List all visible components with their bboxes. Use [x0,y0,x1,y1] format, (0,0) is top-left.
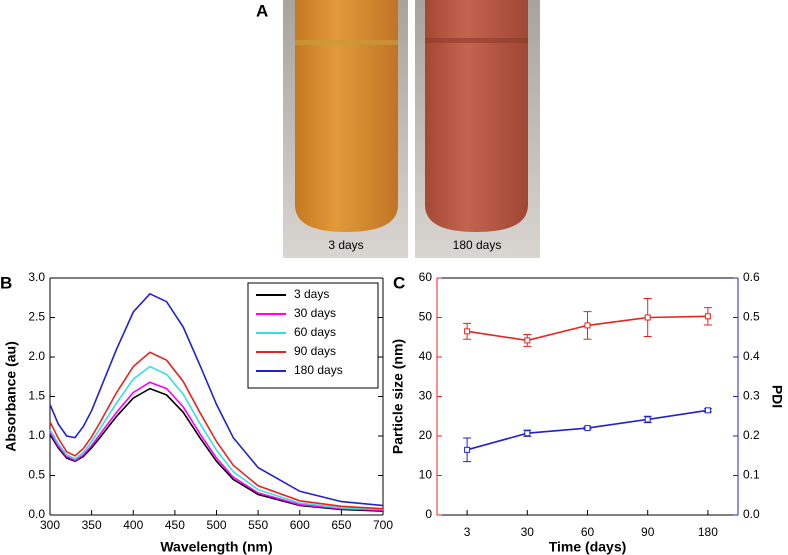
x-tick-label: 300 [40,518,60,532]
y-axis-label: Absorbance (au) [3,341,19,451]
marker [704,407,711,414]
y2-tick-label: 0.1 [743,468,760,482]
y2-tick-label: 0.6 [743,270,760,284]
y2-tick-label: 0.5 [743,310,760,324]
y2-tick-label: 0.0 [743,507,760,521]
x-tick-label: 600 [290,518,310,532]
x-tick-label: 30 [521,525,535,539]
x-tick-label: 650 [331,518,351,532]
x-tick-label: 550 [248,518,268,532]
photo-caption: 3 days [328,238,363,252]
x-tick-label: 3 [464,525,471,539]
y-tick-label: 3.0 [28,270,45,284]
y-tick-label: 2.5 [28,310,45,324]
y-tick-label: 60 [419,270,433,284]
series-line [49,365,384,511]
y-tick-label: 40 [419,349,433,363]
marker [704,313,711,320]
marker [464,446,471,453]
legend-label: 3 days [294,287,329,301]
y2-tick-label: 0.4 [743,349,760,363]
photo-3-days [283,0,408,258]
y-tick-label: 1.0 [28,428,45,442]
x-axis-label: Wavelength (nm) [160,539,272,555]
x-tick-label: 350 [82,518,102,532]
legend-label: 60 days [294,325,336,339]
y2-axis-label: PDI [769,385,785,408]
photo-caption: 180 days [453,238,502,252]
y-tick-label: 10 [419,468,433,482]
series-line [49,292,384,507]
panel-label: C [393,273,405,292]
x-axis-label: Time (days) [549,539,627,555]
marker [644,314,651,321]
series-line [49,351,384,510]
x-tick-label: 180 [698,525,718,539]
x-tick-label: 60 [581,525,595,539]
y-tick-label: 0.5 [28,468,45,482]
x-tick-label: 450 [165,518,185,532]
y-tick-label: 1.5 [28,389,45,403]
marker [524,430,531,437]
y-tick-label: 0.0 [28,507,45,521]
y-tick-label: 50 [419,310,433,324]
series-line [49,381,384,512]
legend-label: 180 days [294,363,343,377]
marker [464,328,471,335]
y-tick-label: 0 [425,507,432,521]
y-axis-label: Particle size (nm) [390,339,406,454]
y-tick-label: 2.0 [28,349,45,363]
marker [524,337,531,344]
x-tick-label: 700 [373,518,393,532]
y-tick-label: 20 [419,428,433,442]
x-tick-label: 400 [123,518,143,532]
y-tick-label: 30 [419,389,433,403]
marker [584,322,591,329]
photo-180-days [415,0,540,258]
panel-label: B [0,273,12,292]
marker [644,416,651,423]
marker [584,425,591,432]
legend-label: 90 days [294,344,336,358]
x-tick-label: 90 [641,525,655,539]
y2-tick-label: 0.2 [743,428,760,442]
y2-tick-label: 0.3 [743,389,760,403]
panel-label: A [256,1,268,20]
x-tick-label: 500 [206,518,226,532]
legend-label: 30 days [294,306,336,320]
